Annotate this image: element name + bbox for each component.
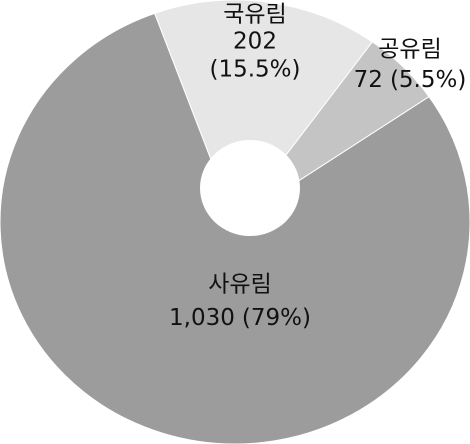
value-percent-label: 72 (5.5%) <box>354 67 467 93</box>
pie-slice <box>153 0 374 224</box>
value-label: 72 <box>354 67 383 93</box>
value-label: 1,030 <box>169 305 235 331</box>
donut-hole <box>200 140 300 236</box>
slice-label: 국유림 <box>223 2 286 28</box>
value-percent-label: 1,030 (79%) <box>169 305 311 331</box>
slice-label: 사유림 <box>208 272 271 298</box>
percent-label: (15.5%) <box>209 57 300 83</box>
percent-label: (5.5%) <box>390 67 466 93</box>
percent-label: (79%) <box>242 305 311 331</box>
value-label: 202 <box>233 29 277 55</box>
slice-label: 공유림 <box>378 37 441 63</box>
